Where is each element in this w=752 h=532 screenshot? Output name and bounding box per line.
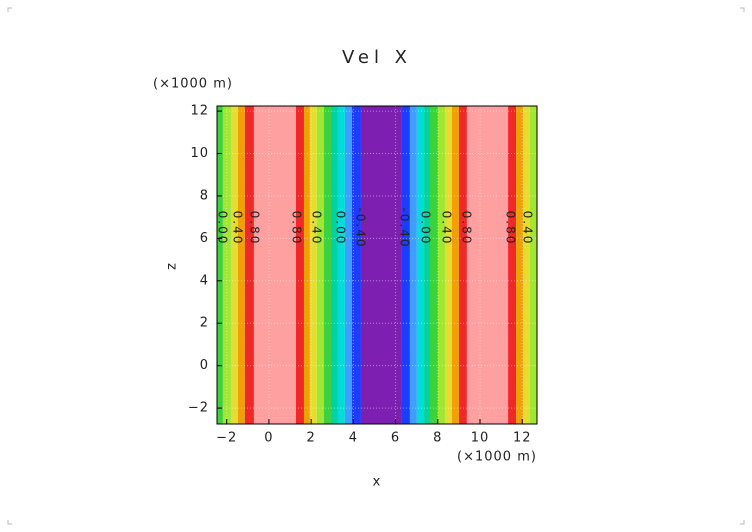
- contour-band: [409, 106, 417, 424]
- y-tick-label: −2: [188, 401, 209, 416]
- contour-label: 0.00: [215, 211, 229, 246]
- contour-band: [401, 106, 410, 424]
- contour-band: [337, 106, 345, 424]
- contour-band: [324, 106, 331, 424]
- contour-label: 0.40: [230, 211, 244, 246]
- contour-band: [458, 106, 467, 424]
- contour-label: 0.80: [289, 211, 303, 246]
- x-tick-label: 4: [349, 431, 358, 446]
- y-tick-label: 0: [200, 358, 209, 373]
- y-tick-label: 4: [200, 273, 209, 288]
- x-axis-label: x: [373, 475, 382, 490]
- y-unit: (×1000 m): [153, 77, 233, 92]
- contour-band: [217, 106, 223, 424]
- x-tick-label: 0: [264, 431, 273, 446]
- contour-label: 0.00: [418, 211, 432, 246]
- contour-band: [508, 106, 517, 424]
- contour-label: 0.80: [247, 211, 261, 246]
- contour-band: [424, 106, 430, 424]
- x-tick-label: 2: [307, 431, 316, 446]
- x-tick-label: 10: [471, 431, 490, 446]
- contour-band: [523, 106, 531, 424]
- plot-frame: [216, 105, 538, 425]
- contour-band: [416, 106, 425, 424]
- x-tick-label: −2: [216, 431, 237, 446]
- contour-label: 0.80: [503, 211, 517, 246]
- contour-label: -0.40: [398, 207, 412, 248]
- contour-band: [295, 106, 304, 424]
- contour-band: [429, 106, 439, 424]
- x-tick-label: 8: [433, 431, 442, 446]
- contour-label: -0.40: [353, 207, 367, 248]
- y-tick-label: 12: [190, 104, 209, 119]
- y-axis-label: z: [165, 262, 180, 270]
- y-tick-label: 10: [190, 146, 209, 161]
- contour-band: [253, 106, 296, 424]
- contour-band: [438, 106, 445, 424]
- y-tick-label: 8: [200, 188, 209, 203]
- plot-area: 0.00 0.40 0.80 0.80 0.40 0.00 -0.40 -0.40 0.00 0.…: [188, 104, 538, 446]
- contour-band: [309, 106, 317, 424]
- contour-band: [351, 106, 361, 424]
- contour-label: 0.00: [333, 211, 347, 246]
- x-unit: (×1000 m): [457, 450, 537, 465]
- contour-label: 0.40: [521, 211, 535, 246]
- contour-band: [230, 106, 238, 424]
- contour-band: [451, 106, 459, 424]
- contour-band: [316, 106, 325, 424]
- contour-band: [303, 106, 310, 424]
- y-tick-label: 2: [200, 316, 209, 331]
- contour-band: [530, 106, 537, 424]
- y-tick-label: 6: [200, 231, 209, 246]
- contour-label: 0.40: [440, 211, 454, 246]
- page-corners: [7, 7, 745, 525]
- contour-band: [344, 106, 352, 424]
- x-tick-label: 6: [391, 431, 400, 446]
- contour-label: 0.40: [309, 211, 323, 246]
- contour-band: [244, 106, 254, 424]
- x-tick-label: 12: [513, 431, 532, 446]
- contour-band: [360, 106, 402, 424]
- contour-band: [330, 106, 338, 424]
- contour-band: [466, 106, 509, 424]
- contour-label: 0.80: [460, 211, 474, 246]
- contour-band: [516, 106, 524, 424]
- contour-band: [222, 106, 231, 424]
- contour-band: [444, 106, 452, 424]
- chart-title: Vel X: [342, 47, 412, 68]
- contour-band: [237, 106, 245, 424]
